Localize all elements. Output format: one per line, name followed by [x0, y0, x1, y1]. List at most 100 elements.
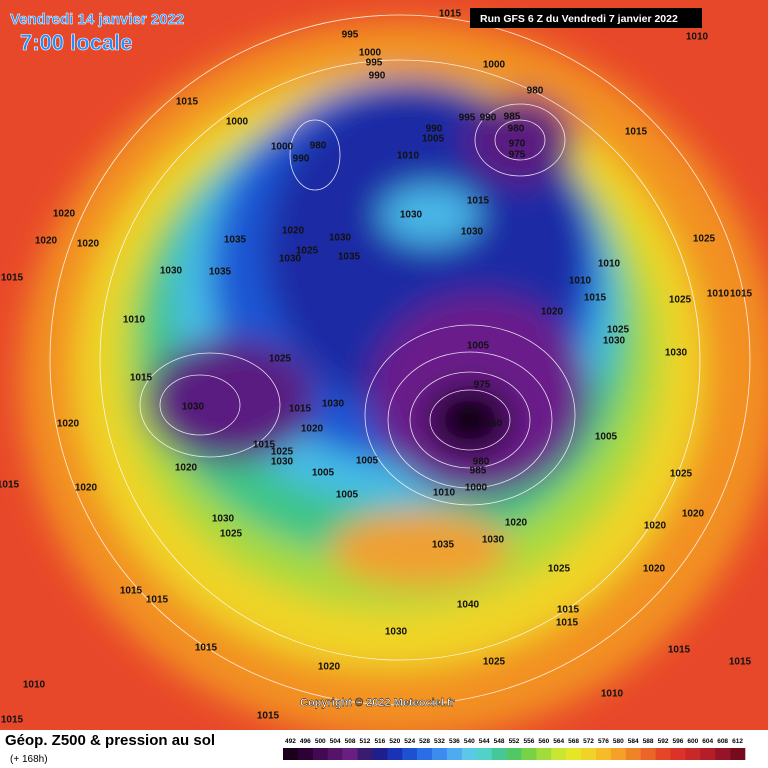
scale-label: 580 — [613, 738, 624, 745]
isobar-label: 1020 — [282, 226, 305, 237]
scale-label: 568 — [568, 738, 579, 745]
isobar-label: 1030 — [271, 457, 294, 468]
isobar-label: 1010 — [569, 276, 592, 287]
isobar-label: 1015 — [467, 196, 490, 207]
isobar-label: 1020 — [75, 483, 98, 494]
scale-swatch — [640, 748, 656, 760]
scale-swatch — [372, 748, 388, 760]
isobar-label: 1000 — [359, 48, 382, 59]
isobar-label: 1015 — [556, 618, 579, 629]
scale-label: 492 — [285, 738, 296, 745]
scale-label: 544 — [479, 738, 490, 745]
scale-label: 564 — [553, 738, 564, 745]
isobar-label: 980 — [473, 457, 490, 468]
isobar-label: 1015 — [1, 715, 24, 726]
isobar-label: 1020 — [644, 521, 667, 532]
isobar-label: 1025 — [669, 295, 692, 306]
isobar-label: 1030 — [212, 514, 235, 525]
isobar-label: 1015 — [557, 605, 580, 616]
isobar-label: 1035 — [224, 235, 247, 246]
scale-swatch — [387, 748, 403, 760]
isobar-label: 1000 — [271, 142, 294, 153]
isobar-label: 1005 — [422, 134, 445, 145]
isobar-label: 1015 — [176, 97, 199, 108]
scale-swatch — [506, 748, 522, 760]
isobar-label: 1020 — [682, 509, 705, 520]
isobar-label: 1030 — [603, 336, 626, 347]
isobar-label: 1035 — [209, 267, 232, 278]
isobar-label: 1025 — [607, 325, 630, 336]
scale-label: 500 — [315, 738, 326, 745]
scale-label: 508 — [345, 738, 356, 745]
scale-swatch — [342, 748, 358, 760]
scale-swatch — [536, 748, 552, 760]
scale-label: 540 — [464, 738, 475, 745]
isobar-label: 1020 — [175, 463, 198, 474]
color-scale: 492 496 500 504 508 512 516 520 524 528 532 536 540 5… — [283, 738, 746, 760]
isobar-label: 1020 — [35, 236, 58, 247]
isobar-label: 1005 — [312, 468, 335, 479]
scale-label: 528 — [419, 738, 430, 745]
scale-swatch — [432, 748, 448, 760]
isobar-label: 1020 — [541, 307, 564, 318]
isobar-label: 1020 — [301, 424, 324, 435]
isobar-label: 1030 — [482, 535, 505, 546]
isobar-label: 1040 — [457, 600, 480, 611]
date-title: Vendredi 14 janvier 2022 — [10, 11, 184, 28]
isobar-label: 970 — [509, 139, 526, 150]
isobar-label: 1010 — [686, 32, 709, 43]
scale-swatch — [685, 748, 701, 760]
scale-swatch — [610, 748, 627, 760]
isobar-label: 1015 — [729, 657, 752, 668]
isobar-label: 980 — [310, 141, 327, 152]
scale-label: 584 — [628, 738, 639, 745]
isobar-label: 1025 — [296, 246, 319, 257]
isobar-label: 1010 — [601, 689, 624, 700]
scale-swatch — [491, 748, 507, 760]
isobar-label: 1005 — [356, 456, 379, 467]
isobar-label: 1000 — [483, 60, 506, 71]
time-title: 7:00 locale — [20, 30, 133, 55]
isobar-label: 1015 — [195, 643, 218, 654]
scale-label: 496 — [300, 738, 311, 745]
isobar-label: 1015 — [668, 645, 691, 656]
isobar-label: 1030 — [329, 233, 352, 244]
scale-swatch — [402, 748, 418, 760]
isobar-label: 1010 — [23, 680, 46, 691]
isobar-label: 1015 — [0, 480, 20, 491]
isobar-label: 1015 — [130, 373, 153, 384]
scale-label: 560 — [538, 738, 549, 745]
isobar-label: 990 — [426, 124, 443, 135]
isobar-label: 1025 — [483, 657, 506, 668]
scale-swatch — [297, 748, 314, 760]
isobar-label: 1020 — [318, 662, 341, 673]
isobar-label: 975 — [509, 150, 526, 161]
isobar-label: 1005 — [336, 490, 359, 501]
isobar-label: 1025 — [271, 447, 294, 458]
scale-swatch — [446, 748, 463, 760]
isobar-label: 1020 — [643, 564, 666, 575]
scale-label: 608 — [717, 738, 728, 745]
isobar-label: 985 — [504, 112, 521, 123]
isobar-label: 990 — [480, 113, 497, 124]
isobar-label: 1020 — [505, 518, 528, 529]
map-field — [0, 0, 768, 740]
isobar-label: 1015 — [439, 9, 462, 20]
isobar-label: 1015 — [257, 711, 280, 722]
scale-swatch — [521, 748, 537, 760]
scale-swatch — [625, 748, 641, 760]
isobar-label: 990 — [369, 71, 386, 82]
isobar-label: 1000 — [226, 117, 249, 128]
isobar-label: 1030 — [322, 399, 345, 410]
scale-label: 600 — [687, 738, 698, 745]
isobar-label: 980 — [508, 124, 525, 135]
scale-swatch — [566, 748, 582, 760]
isobar-label: 1005 — [467, 341, 490, 352]
legend-title: Géop. Z500 & pression au sol — [5, 732, 215, 749]
isobar-label: 990 — [293, 154, 310, 165]
isobar-label: 1015 — [289, 404, 312, 415]
isobar-label: 1010 — [433, 488, 456, 499]
scale-swatch — [312, 748, 329, 760]
